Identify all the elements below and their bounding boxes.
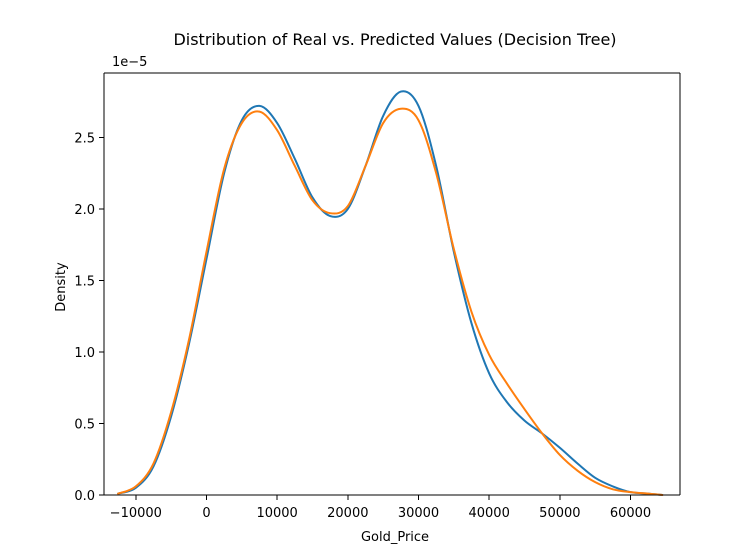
y-tick-label: 1.0	[74, 346, 95, 361]
series-group	[117, 90, 664, 496]
y-tick-label: 2.5	[74, 131, 95, 146]
density-line-series-2	[117, 107, 664, 496]
x-tick-label: 40000	[468, 506, 509, 521]
x-tick-label: 20000	[327, 506, 368, 521]
density-line-series-1	[117, 90, 664, 496]
x-tick-label: 50000	[539, 506, 580, 521]
x-axis-label: Gold_Price	[361, 530, 429, 545]
y-axis-label: Density	[54, 262, 69, 312]
axes-group: −10000 0 10000 20000 30000 40000 50000 60000 0.0…	[74, 72, 681, 521]
x-tick-label: 30000	[398, 506, 439, 521]
y-tick-label: 0.0	[74, 489, 95, 504]
y-tick-label: 1.5	[74, 274, 95, 289]
x-tick-label: −10000	[110, 506, 162, 521]
x-tick-label: 0	[202, 506, 210, 521]
x-tick-label: 60000	[610, 506, 651, 521]
y-tick-label: 2.0	[74, 203, 95, 218]
chart-title: Distribution of Real vs. Predicted Value…	[173, 30, 616, 49]
y-tick-label: 0.5	[74, 417, 95, 432]
y-axis-offset-label: 1e−5	[112, 55, 147, 70]
x-tick-label: 10000	[256, 506, 297, 521]
